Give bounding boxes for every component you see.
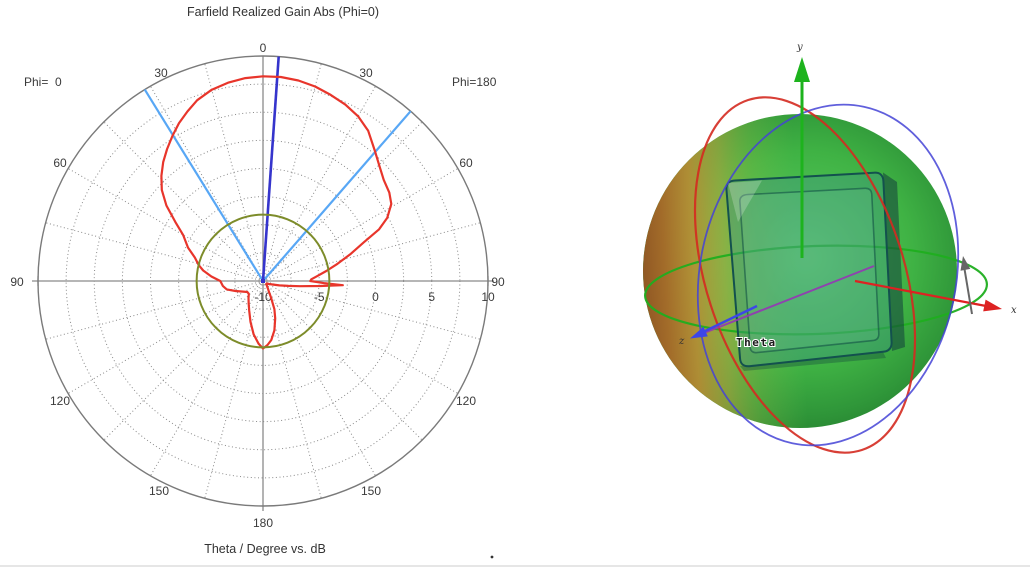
x-axis-label: x: [1011, 305, 1017, 316]
substrate-sheen: [728, 180, 762, 222]
polar-angle-label: 120: [456, 394, 476, 408]
realized-gain-trace: [160, 75, 393, 350]
beamwidth-marker: [262, 110, 412, 282]
phi-cut-circle-blue: [696, 103, 960, 447]
polar-grid-spoke: [150, 280, 264, 477]
polar-angle-label: 30: [359, 66, 373, 80]
y-axis-arrow: [794, 57, 810, 258]
polar-db-label: 5: [428, 290, 435, 304]
polar-axis-caption: Theta / Degree vs. dB: [204, 542, 326, 556]
polar-angle-label: 120: [50, 394, 70, 408]
polar-angle-label: 150: [149, 484, 169, 498]
polar-grid-spoke: [204, 63, 264, 282]
polar-db-label: -10: [254, 290, 272, 304]
polar-db-label: -5: [314, 290, 325, 304]
polar-db-label: 0: [372, 290, 379, 304]
polar-angle-label: 180: [253, 516, 273, 530]
polar-angle-label: 90: [10, 275, 24, 289]
polar-db-label: 10: [481, 290, 495, 304]
polar-angle-label: 150: [361, 484, 381, 498]
theta-cut-circle-green: [643, 244, 989, 336]
polar-grid-spoke: [262, 222, 481, 282]
polar-angle-label: 60: [53, 156, 67, 170]
phi-0-label: Phi= 0: [24, 75, 62, 89]
dot-artifact: [490, 555, 494, 559]
theta-label: Theta: [736, 336, 777, 349]
polar-angle-label: 30: [154, 66, 168, 80]
polar-grid-spoke: [262, 121, 423, 282]
polar-plot-panel: Farfield Realized Gain Abs (Phi=0) Phi= …: [10, 5, 505, 559]
theta-rotation-arrow: [960, 256, 973, 315]
polar-grid-spoke: [262, 280, 459, 394]
polar-grid-spoke: [103, 121, 264, 282]
y-axis-label: y: [796, 42, 803, 53]
z-axis-label: z: [678, 336, 685, 347]
theta-direction-arrow: [703, 265, 875, 334]
x-axis-arrow: [854, 279, 1002, 312]
pattern-3d-panel: y x z Theta: [643, 42, 1017, 454]
polar-plot-title: Farfield Realized Gain Abs (Phi=0): [187, 5, 379, 19]
polar-grid-spoke: [262, 85, 376, 282]
polar-grid-spoke: [103, 280, 264, 441]
beamwidth-marker: [143, 88, 264, 282]
polar-angle-label: 60: [459, 156, 473, 170]
polar-outer-ring: [37, 55, 489, 507]
polar-grid-spoke: [262, 280, 376, 477]
polar-plot-area: 0 30 30 60 60 90 90 120 120 150 150 180 -10 -5 0 5 10: [10, 41, 505, 530]
polar-grid-spoke: [262, 168, 459, 282]
main-lobe-marker: [261, 56, 280, 282]
substrate-bottom-face: [740, 352, 886, 371]
main-lobe-origin-marker: [261, 279, 265, 283]
polar-grid-spoke: [45, 280, 264, 340]
reference-circle-trace: [195, 213, 331, 349]
patch-outline: [739, 187, 880, 354]
polar-grid-spoke: [262, 280, 322, 499]
polar-grid-spoke: [150, 85, 264, 282]
polar-angle-label: 0: [260, 41, 267, 55]
phi-180-label: Phi=180: [452, 75, 497, 89]
polar-angle-label: 90: [491, 275, 505, 289]
polar-grid-spoke: [262, 63, 322, 282]
phi-cut-circle-red: [693, 96, 917, 454]
z-axis-arrow: [690, 304, 758, 339]
polar-grid-spoke: [67, 168, 264, 282]
polar-grid-spoke: [67, 280, 264, 394]
polar-grid-spoke: [262, 280, 423, 441]
